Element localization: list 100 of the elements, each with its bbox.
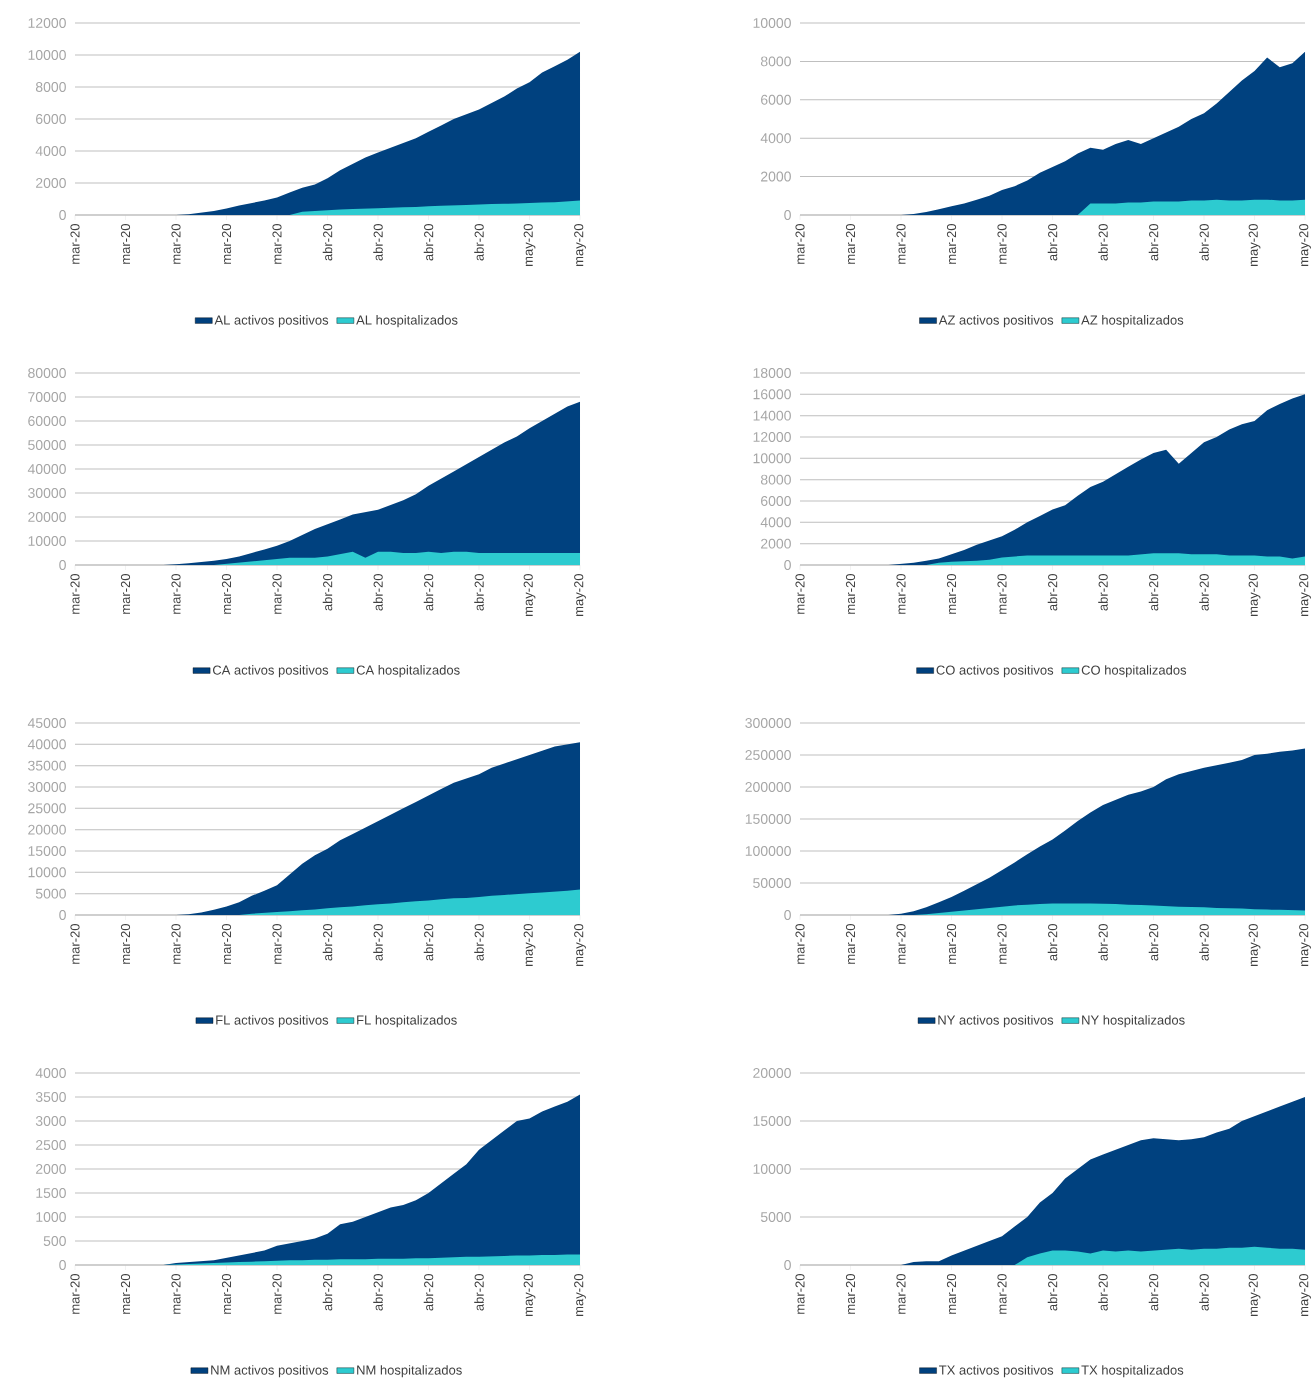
x-tick-label: mar-20 [70,574,80,614]
x-tick-label: mar-20 [171,924,181,964]
x-tick-label: abr-20 [373,924,383,961]
y-tick-label: 70000 [28,392,66,402]
legend-label: AL activos positivos [214,315,329,328]
y-tick-label: 80000 [28,368,66,378]
x-tick-label: abr-20 [1199,924,1209,961]
x-tick-label: abr-20 [423,924,434,961]
y-tick-label: 500 [43,1236,66,1246]
x-tick-label: mar-20 [70,224,80,264]
y-tick-label: 10000 [753,18,791,28]
y-tick-label: 50000 [753,878,791,888]
y-tick-label: 18000 [753,368,791,378]
x-tick-label: abr-20 [423,1274,434,1311]
x-tick-label: abr-20 [474,924,484,961]
x-tick-label: may-20 [1299,224,1311,267]
x-tick-label: abr-20 [1199,224,1209,261]
x-tick-label: mar-20 [221,224,231,264]
y-tick-label: 10000 [28,867,66,878]
x-tick-label: abr-20 [1047,924,1058,961]
y-tick-label: 40000 [27,739,66,750]
y-tick-label: 5000 [35,888,66,899]
x-tick-label: mar-20 [120,924,130,964]
x-tick-label: mar-20 [795,574,805,614]
legend-label: AZ activos positivos [938,315,1054,328]
y-tick-label: 10000 [28,50,66,60]
y-tick-label: 2000 [760,171,791,182]
x-tick-label: mar-20 [946,574,956,614]
x-tick-label: mar-20 [795,924,805,964]
x-tick-label: abr-20 [322,924,333,961]
y-tick-label: 50000 [27,440,66,450]
x-tick-label: mar-20 [795,224,805,264]
y-tick-label: 3500 [35,1092,66,1102]
x-tick-label: abr-20 [1148,224,1159,261]
x-tick-label: abr-20 [373,224,383,261]
legend-label: AZ hospitalizados [1081,315,1184,328]
y-tick-label: 30000 [27,488,66,498]
legend-label: NM hospitalizados [357,1365,462,1378]
y-tick-label: 0 [784,560,791,570]
y-tick-label: 4000 [35,1068,66,1078]
x-tick-label: may-20 [523,1274,536,1317]
y-tick-label: 4000 [760,133,791,144]
y-tick-label: 0 [784,910,791,920]
y-tick-label: 4000 [35,146,66,156]
x-tick-label: mar-20 [997,224,1007,264]
x-tick-label: abr-20 [1047,574,1058,611]
y-tick-label: 30000 [27,782,66,792]
y-tick-label: 15000 [28,846,66,856]
x-tick-label: mar-20 [272,574,282,614]
x-tick-label: may-20 [1299,574,1311,617]
x-tick-label: mar-20 [896,1274,906,1314]
y-tick-label: 0 [784,210,791,220]
y-tick-label: 4000 [760,517,791,528]
y-tick-label: 8000 [760,56,791,67]
y-tick-label: 2000 [760,538,791,549]
x-tick-label: abr-20 [1148,574,1159,611]
x-tick-label: abr-20 [373,1274,383,1311]
x-tick-label: mar-20 [946,924,956,964]
y-tick-label: 10000 [753,453,791,464]
x-tick-label: abr-20 [1148,924,1159,961]
legend-label: CA activos positivos [212,665,329,678]
x-tick-label: mar-20 [171,224,181,264]
y-tick-label: 0 [784,1260,791,1270]
y-tick-label: 0 [59,910,66,920]
x-tick-label: abr-20 [423,224,434,261]
x-tick-label: abr-20 [1098,924,1108,961]
x-tick-label: mar-20 [70,1274,80,1314]
x-tick-label: mar-20 [120,1274,130,1314]
x-tick-label: mar-20 [946,224,956,264]
y-tick-label: 1000 [36,1212,66,1222]
legend-label: FL hospitalizados [357,1015,457,1028]
x-tick-label: mar-20 [896,574,906,614]
y-tick-label: 25000 [28,803,66,814]
y-tick-label: 10000 [28,536,66,546]
x-tick-label: mar-20 [120,574,130,614]
x-tick-label: may-20 [523,574,536,617]
y-tick-label: 20000 [28,824,66,835]
legend-label: NY activos positivos [938,1015,1054,1028]
y-tick-label: 6000 [760,496,791,506]
x-tick-label: mar-20 [171,574,181,614]
x-tick-label: mar-20 [272,924,282,964]
x-tick-label: may-20 [1299,924,1311,967]
x-tick-label: mar-20 [221,574,231,614]
y-tick-label: 1500 [36,1188,66,1198]
x-tick-label: mar-20 [997,924,1007,964]
legend-label: NY hospitalizados [1082,1015,1185,1028]
x-tick-label: may-20 [1248,924,1261,967]
y-tick-label: 2500 [35,1140,66,1150]
legend-label: CO hospitalizados [1081,665,1187,678]
y-tick-label: 35000 [27,760,66,771]
legend-label: TX activos positivos [938,1365,1054,1378]
x-tick-label: abr-20 [1098,574,1108,611]
y-tick-label: 16000 [753,389,791,400]
x-tick-label: abr-20 [1199,1274,1209,1311]
y-tick-label: 12000 [28,18,66,28]
y-tick-label: 250000 [745,750,791,760]
x-tick-label: mar-20 [845,924,855,964]
y-tick-label: 150000 [745,814,791,824]
x-tick-label: abr-20 [373,574,383,611]
legend-label: NM activos positivos [211,1365,329,1378]
